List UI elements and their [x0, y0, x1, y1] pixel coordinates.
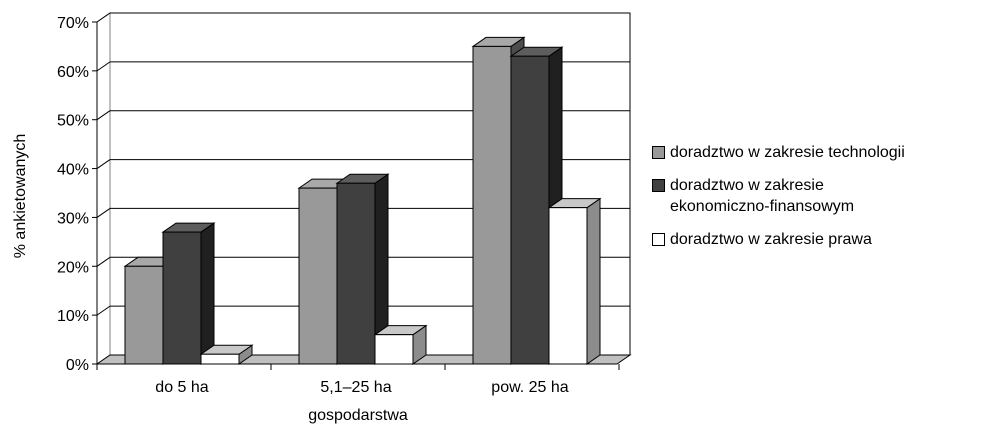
- y-tick-labels: 0% 10% 20% 30% 40% 50% 60% 70%: [57, 15, 89, 374]
- bar: [199, 344, 254, 365]
- y-tick-label: 70%: [57, 15, 89, 32]
- gridline-side: [96, 256, 111, 267]
- bar-side: [200, 222, 215, 365]
- x-axis-title: gospodarstwa: [308, 407, 408, 424]
- bar-front: [510, 55, 550, 365]
- bar-side: [586, 197, 601, 365]
- bars: [123, 36, 602, 365]
- x-tick-label: do 5 ha: [155, 379, 208, 396]
- gridline-side: [96, 305, 111, 316]
- bar: [161, 222, 216, 365]
- x-tick-labels: do 5 ha 5,1–25 ha pow. 25 ha: [155, 379, 568, 396]
- y-tick-label: 60%: [57, 64, 89, 81]
- legend-swatch-technologia: [652, 146, 665, 159]
- bar-front: [200, 353, 240, 365]
- gridline-side: [96, 110, 111, 121]
- legend-swatch-ekonomia: [652, 179, 665, 192]
- y-tick-label: 20%: [57, 259, 89, 276]
- bar: [373, 324, 428, 365]
- legend-swatch-prawo: [652, 233, 665, 246]
- side-wall: [96, 12, 111, 365]
- bar-front: [336, 182, 376, 365]
- bar-front: [298, 187, 338, 365]
- x-tick-label: pow. 25 ha: [491, 379, 569, 396]
- bar-front: [124, 265, 164, 365]
- x-tick-label: 5,1–25 ha: [320, 379, 391, 396]
- legend: doradztwo w zakresie technologii doradzt…: [652, 142, 977, 262]
- legend-item-technologia: doradztwo w zakresie technologii: [652, 142, 977, 163]
- bar: [335, 173, 390, 365]
- gridline-side: [96, 61, 111, 72]
- bar-front: [548, 207, 588, 365]
- y-tick-label: 0%: [66, 357, 89, 374]
- legend-label: doradztwo w zakresie ekonomiczno-finanso…: [670, 177, 855, 215]
- gridline-side: [96, 12, 111, 23]
- y-tick-label: 30%: [57, 210, 89, 227]
- y-tick-label: 10%: [57, 308, 89, 325]
- y-axis-title: % ankietowanych: [12, 134, 29, 259]
- legend-item-ekonomia: doradztwo w zakresie ekonomiczno-finanso…: [652, 175, 977, 217]
- legend-item-prawo: doradztwo w zakresie prawa: [652, 229, 977, 250]
- y-tick-label: 50%: [57, 113, 89, 130]
- bar-front: [472, 45, 512, 365]
- bar-front: [162, 231, 202, 365]
- gridline-side: [96, 208, 111, 218]
- gridline-side: [96, 159, 111, 169]
- y-tick-label: 40%: [57, 162, 89, 179]
- legend-label: doradztwo w zakresie prawa: [670, 231, 872, 248]
- bar: [547, 197, 602, 365]
- legend-label: doradztwo w zakresie technologii: [670, 144, 905, 161]
- bar-front: [374, 334, 414, 365]
